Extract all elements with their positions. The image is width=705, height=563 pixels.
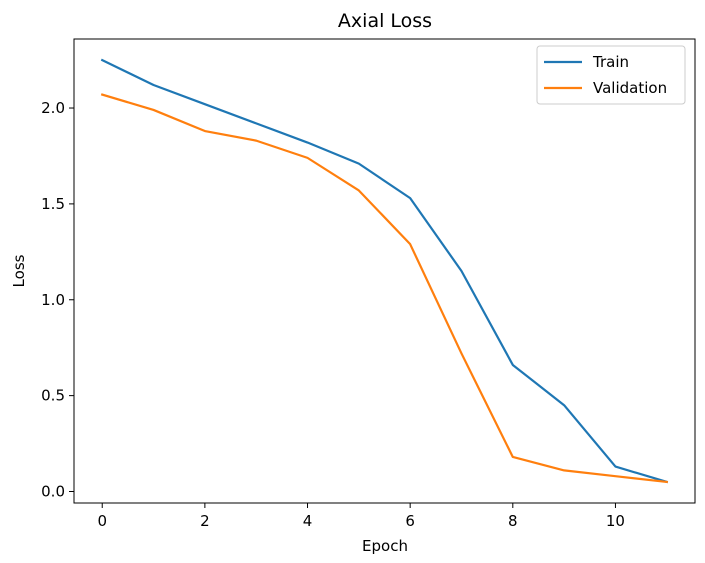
legend: Train Validation — [536, 45, 686, 105]
x-tick-label: 6 — [405, 512, 415, 530]
axes-frame — [73, 38, 696, 504]
y-axis-label: Loss — [10, 254, 28, 287]
y-tick-label: 0.0 — [41, 482, 65, 500]
series-line-train — [100, 58, 669, 484]
plot-background — [74, 39, 695, 503]
x-axis-label: Epoch — [362, 537, 408, 555]
x-tick-label: 4 — [303, 512, 313, 530]
legend-label-validation: Validation — [593, 79, 667, 97]
x-tick-label: 0 — [97, 512, 107, 530]
y-tick-label: 1.0 — [41, 291, 65, 309]
plot-area — [74, 39, 695, 503]
y-axis-ticks: 0.0 0.5 1.0 1.5 2.0 — [41, 99, 74, 500]
y-tick-label: 0.5 — [41, 387, 65, 405]
series-lines — [100, 58, 669, 484]
chart-title: Axial Loss — [338, 10, 432, 32]
legend-label-train: Train — [592, 53, 629, 71]
series-line-validation — [100, 93, 668, 484]
x-tick-label: 10 — [606, 512, 625, 530]
x-tick-label: 8 — [508, 512, 518, 530]
y-tick-label: 2.0 — [41, 99, 65, 117]
x-tick-label: 2 — [200, 512, 210, 530]
legend-box — [536, 45, 686, 105]
axes-border — [73, 38, 696, 504]
y-tick-label: 1.5 — [41, 195, 65, 213]
x-axis-ticks: 0 2 4 6 8 10 — [97, 503, 625, 530]
